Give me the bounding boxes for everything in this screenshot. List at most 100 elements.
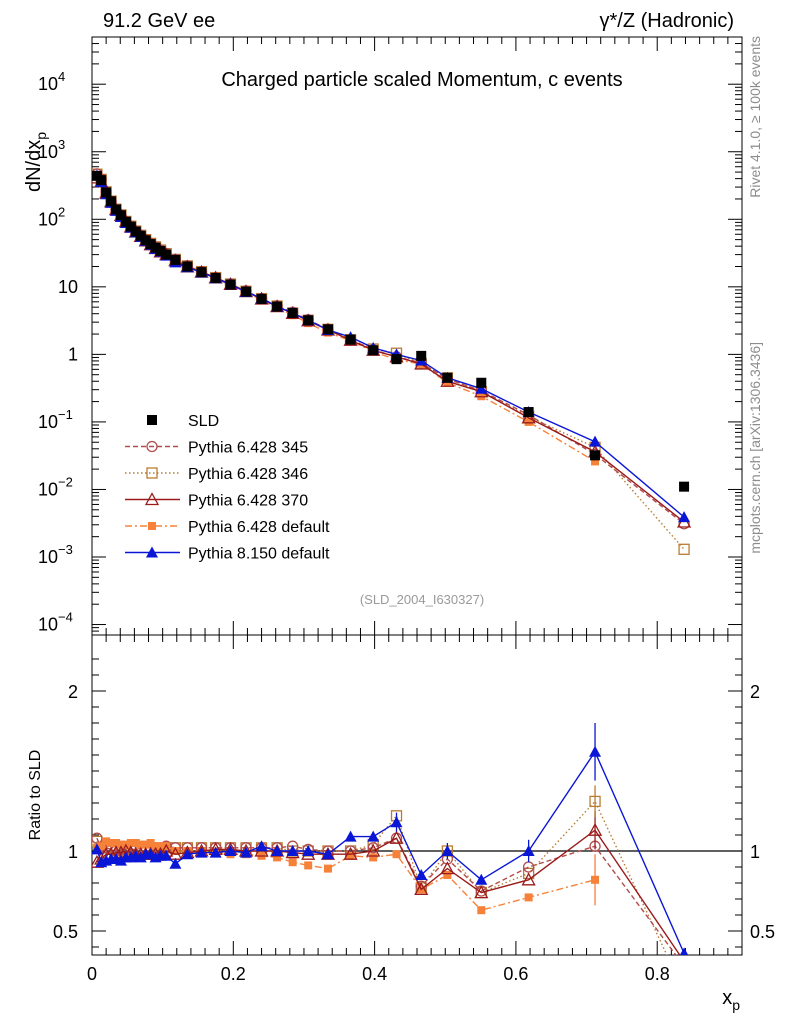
sld-data-point: [225, 279, 236, 290]
axes-group: 10−4 10−3 10−2 10−1 1 10 102 103 104 0 0.2 0.4 0.6 0.…: [38, 36, 775, 984]
y-tick-label: 10−1: [38, 407, 73, 432]
data-point: [271, 845, 284, 856]
sld-data-point: [170, 254, 181, 265]
sld-data-point: [272, 301, 283, 312]
legend-label: Pythia 6.428 370: [188, 493, 308, 510]
data-point: [286, 845, 299, 856]
sld-data-point: [523, 407, 534, 418]
energy-label: 91.2 GeV ee: [103, 10, 215, 32]
data-point: [102, 837, 111, 846]
legend: SLD Pythia 6.428 345 Pythia 6.428 346 Pythi…: [125, 413, 330, 563]
sld-data-point: [96, 175, 107, 186]
data-point: [151, 842, 160, 851]
sld-data-point: [590, 450, 601, 461]
ratio-axis-label: Ratio to SLD: [27, 750, 44, 841]
data-point: [524, 417, 533, 426]
data-point: [477, 906, 486, 915]
data-point: [344, 830, 357, 842]
data-point: [171, 847, 180, 855]
x-axis-label: xp: [722, 987, 740, 1013]
sld-data-point: [256, 294, 267, 305]
y-tick-label: 1: [68, 344, 78, 364]
series-line-P346: [96, 800, 668, 955]
data-point: [343, 846, 358, 860]
data-point: [522, 861, 535, 873]
data-point: [92, 832, 103, 844]
plot-title: Charged particle scaled Momentum, c even…: [221, 69, 622, 91]
data-point: [346, 851, 355, 860]
legend-label: Pythia 6.428 default: [188, 519, 330, 536]
series-line-Pdef: [96, 174, 596, 463]
legend-marker: [144, 492, 160, 506]
ratio-y-tick-label: 1: [68, 842, 78, 862]
sld-data-point: [241, 286, 252, 297]
data-point: [224, 845, 237, 856]
data-point: [160, 849, 173, 861]
data-point: [475, 873, 488, 885]
mcplots-label: mcplots.cern.ch [arXiv:1306.3436]: [747, 342, 763, 554]
sld-data-point: [210, 273, 221, 284]
data-point: [169, 857, 182, 869]
sld-data-point: [182, 261, 193, 272]
legend-marker: [146, 467, 158, 479]
data-point: [107, 839, 116, 847]
data-point: [678, 543, 690, 555]
data-point: [369, 853, 378, 862]
data-point: [195, 846, 208, 858]
data-point: [440, 861, 455, 875]
ratio-y-tick-label: 2: [68, 682, 78, 702]
data-point: [323, 864, 332, 873]
data-point: [114, 854, 127, 866]
data-point: [92, 843, 103, 855]
sld-data-point: [476, 377, 487, 388]
legend-marker: [146, 440, 158, 453]
data-point: [134, 851, 147, 863]
y-tick-label: 10−2: [38, 474, 73, 499]
legend-label: Pythia 6.428 345: [188, 440, 308, 457]
data-point: [389, 830, 404, 844]
data-point: [146, 839, 155, 847]
data-point: [522, 867, 535, 880]
ratio-plot-data: [92, 723, 689, 955]
data-point: [414, 882, 429, 896]
sld-data-point: [391, 354, 402, 365]
data-point: [112, 839, 121, 847]
sld-data-point: [106, 196, 117, 207]
data-point: [392, 850, 401, 859]
sld-data-point: [155, 245, 166, 256]
sld-data-point: [368, 345, 379, 356]
data-point: [97, 842, 106, 851]
x-tick-label: 0.2: [221, 964, 246, 984]
data-point: [443, 871, 452, 879]
y-tick-label: 103: [38, 137, 65, 162]
ratio-y-tick-label-right: 1: [750, 842, 760, 862]
main-plot-data: [92, 168, 692, 555]
x-tick-label: 0.8: [645, 964, 670, 984]
legend-marker: [146, 546, 158, 558]
data-point: [141, 840, 150, 849]
data-point: [415, 869, 428, 880]
legend-label: SLD: [188, 413, 219, 430]
data-point: [678, 511, 691, 523]
data-point: [366, 843, 381, 857]
data-point: [131, 839, 140, 847]
y-tick-label: 10−4: [38, 610, 73, 635]
data-point: [302, 845, 315, 856]
data-point: [240, 846, 253, 858]
data-point: [156, 842, 165, 851]
data-point: [679, 947, 689, 955]
process-label: γ*/Z (Hadronic): [600, 10, 734, 32]
rivet-version-label: Rivet 4.1.0, ≥ 100k events: [747, 36, 763, 198]
x-tick-label: 0.4: [362, 964, 387, 984]
data-point: [474, 885, 489, 899]
data-point: [367, 830, 380, 842]
sld-data-point: [679, 481, 690, 492]
ratio-y-tick-label-right: 2: [750, 682, 760, 702]
data-point: [591, 457, 600, 466]
sld-data-point: [303, 315, 314, 326]
sld-data-point: [322, 324, 333, 335]
series-line-P8: [96, 175, 685, 518]
sld-data-point: [416, 350, 427, 361]
data-point: [521, 410, 536, 424]
